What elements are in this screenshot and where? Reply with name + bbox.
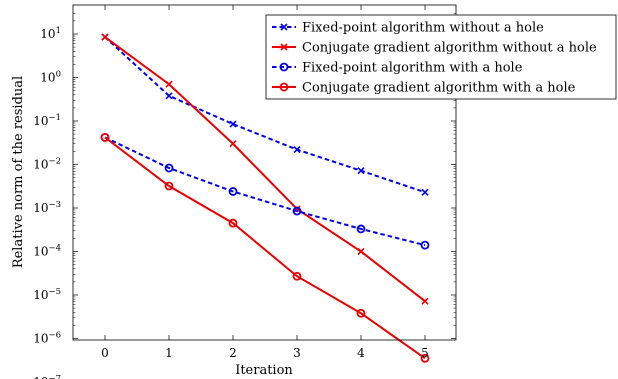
circle-marker [420,353,430,363]
x-axis-title: Iteration [235,363,293,378]
legend-label: Conjugate gradient algorithm without a h… [302,41,597,56]
y-tick-labels: 101 100 10−1 10−2 10−3 10−4 10−5 10−6 10−7 [33,26,61,379]
circle-marker [164,163,174,173]
plot-frame [72,4,457,341]
y-axis-title: Relative norm of the residual [11,76,26,268]
series-1 [101,33,429,196]
x-marker [165,92,173,100]
circle-marker [164,181,174,191]
series-layer [100,33,430,363]
circle-marker [356,224,366,234]
circle-marker [356,308,366,318]
circle-marker [279,82,289,92]
x-marker [280,43,288,51]
legend-entry: Fixed-point algorithm with a hole [272,61,523,76]
legend: Fixed-point algorithm without a hole Conj… [265,14,617,100]
legend-box [265,14,617,100]
series-3 [100,132,430,250]
legend-entry: Conjugate gradient algorithm without a h… [272,41,597,56]
y-tick-label: 10−7 [33,374,61,379]
series-line [104,36,426,194]
x-tick-label: 0 [101,346,109,360]
legend-entry: Conjugate gradient algorithm with a hole [272,81,576,96]
legend-entry: Fixed-point algorithm without a hole [272,21,544,36]
series-line [104,136,426,247]
y-tick-label: 100 [40,70,61,85]
series-line [104,36,426,302]
circle-marker [100,132,110,142]
y-tick-label: 10−2 [33,157,61,172]
y-tick-label: 10−1 [33,113,61,128]
legend-label: Fixed-point algorithm with a hole [302,61,523,76]
circle-marker [228,187,238,196]
circle-marker [292,271,302,281]
x-tick-labels: 0 1 2 3 4 5 [101,346,429,360]
x-tick-label: 1 [165,346,173,360]
y-tick-label: 10−6 [33,331,61,346]
x-marker [229,120,237,128]
x-marker [101,33,109,41]
x-tick-label: 3 [293,346,301,360]
legend-label: Conjugate gradient algorithm with a hole [302,81,576,96]
x-marker [421,188,429,196]
x-marker [165,80,173,88]
circle-marker [228,218,238,228]
circle-marker [420,240,430,250]
x-marker [293,146,301,154]
circle-marker [279,62,289,72]
circle-marker [292,206,302,216]
series-4 [100,132,430,363]
x-marker [357,167,365,175]
y-tick-label: 10−3 [33,200,61,215]
y-tick-label: 10−4 [33,244,61,259]
y-tick-label: 10−5 [33,287,61,302]
x-tick-label: 2 [229,346,237,360]
x-marker [421,297,429,305]
x-tick-label: 5 [421,346,429,360]
y-tick-label: 101 [40,26,61,41]
x-marker [229,140,237,148]
series-2 [101,33,429,305]
x-marker [280,23,288,31]
series-line [104,136,426,360]
x-marker [357,247,365,256]
legend-label: Fixed-point algorithm without a hole [302,21,544,36]
x-tick-label: 4 [357,346,365,360]
